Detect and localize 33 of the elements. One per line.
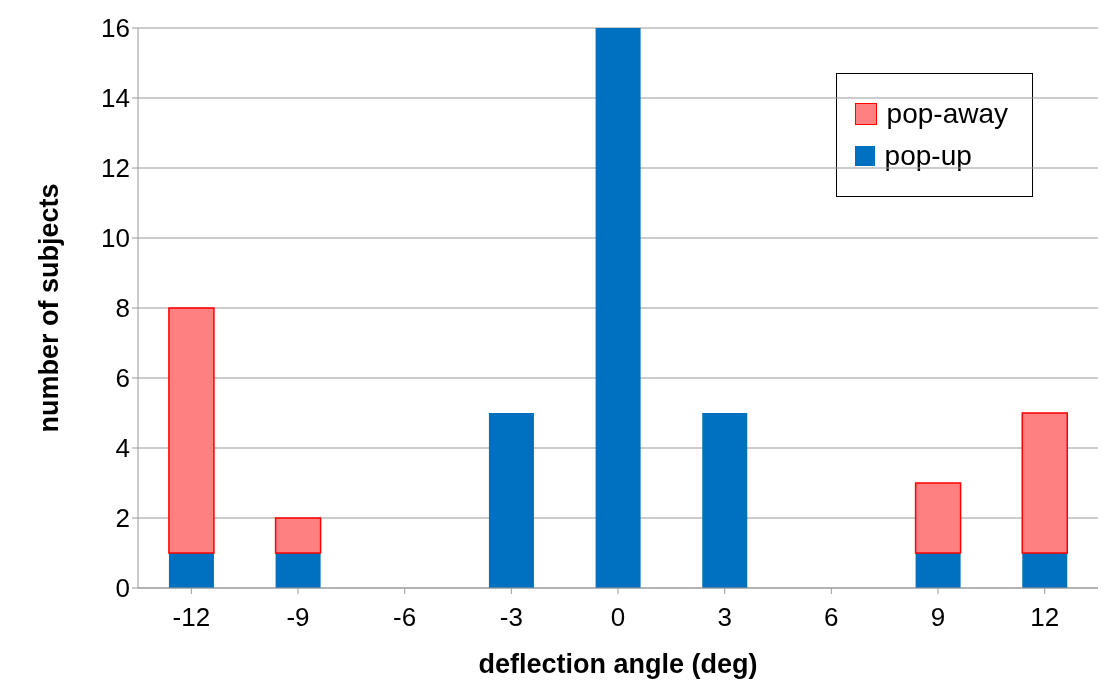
- x-tick-label: 0: [610, 602, 626, 633]
- y-tick-label: 8: [115, 293, 130, 324]
- bar: [275, 553, 321, 588]
- bar: [168, 307, 215, 554]
- bar: [488, 413, 534, 588]
- legend-label: pop-away: [885, 98, 1008, 130]
- bar: [274, 517, 322, 554]
- y-tick-label: 6: [115, 363, 130, 394]
- legend-label: pop-up: [883, 140, 973, 172]
- x-axis-title: deflection angle (deg): [478, 649, 758, 679]
- y-tick-label: 2: [115, 503, 130, 534]
- bar: [595, 28, 641, 588]
- y-tick-label: 12: [101, 153, 130, 184]
- x-tick-label: -6: [393, 602, 417, 633]
- y-axis-title: number of subjects: [33, 183, 64, 433]
- bar: [914, 482, 962, 554]
- x-tick-label: 12: [1030, 602, 1060, 633]
- x-tick-label: -12: [172, 602, 211, 633]
- x-tick-label: 3: [717, 602, 732, 633]
- y-tick-label: 16: [101, 13, 130, 44]
- bar: [702, 413, 748, 588]
- y-tick-label: 14: [101, 83, 130, 114]
- bar: [168, 553, 214, 588]
- x-tick-label: -3: [499, 602, 523, 633]
- x-tick-label: 9: [930, 602, 946, 633]
- bar: [1022, 553, 1068, 588]
- bar: [1021, 412, 1069, 554]
- y-tick-label: 10: [101, 223, 130, 254]
- y-tick-label: 0: [115, 573, 130, 604]
- bar: [915, 553, 961, 588]
- x-tick-label: -9: [286, 602, 310, 633]
- y-tick-label: 4: [115, 433, 130, 464]
- x-tick-label: 6: [824, 602, 839, 633]
